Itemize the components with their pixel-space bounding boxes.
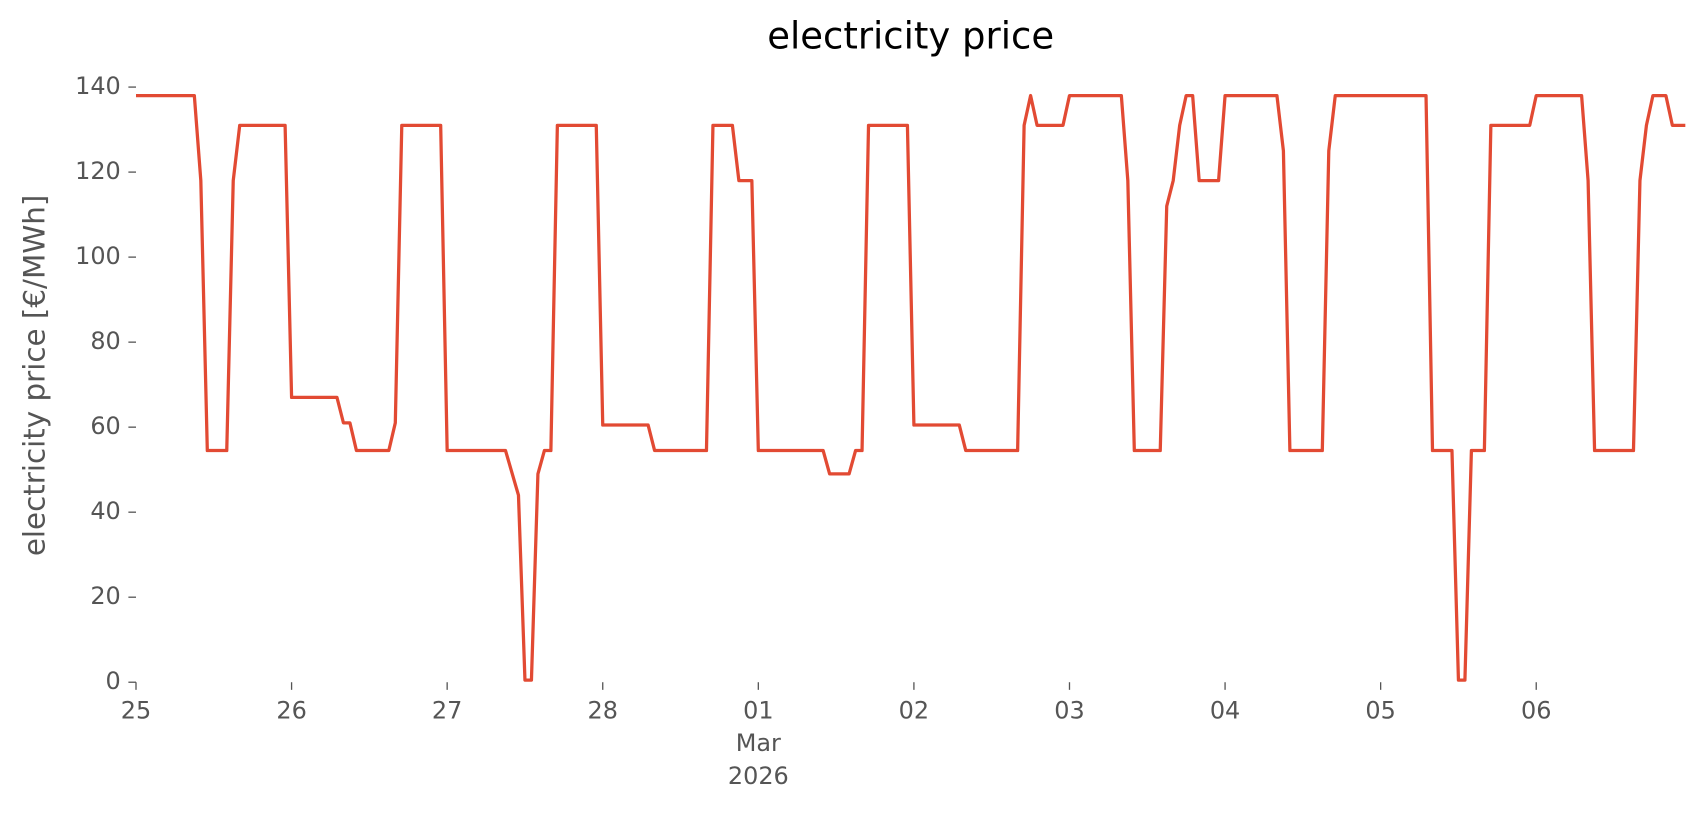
x-tick-label-line: 26 bbox=[276, 697, 306, 725]
y-tick-label: 0 bbox=[106, 667, 121, 695]
x-tick-label: 26 bbox=[276, 697, 306, 725]
y-tick-label: 140 bbox=[75, 72, 121, 100]
y-axis-label: electricity price [€/MWh] bbox=[17, 195, 51, 557]
x-tick-label-line: 04 bbox=[1210, 697, 1240, 725]
chart-title: electricity price bbox=[767, 15, 1054, 58]
y-tick-label: 100 bbox=[75, 242, 121, 270]
x-tick-label-line: 01 bbox=[743, 697, 773, 725]
x-tick-label: 01 Mar 2026 bbox=[728, 697, 789, 790]
y-tick-label: 60 bbox=[90, 412, 120, 440]
x-tick-label-line: 05 bbox=[1365, 697, 1395, 725]
x-tick-label-line: 03 bbox=[1054, 697, 1084, 725]
x-tick-label: 28 bbox=[588, 697, 618, 725]
x-tick-label: 02 bbox=[899, 697, 929, 725]
x-tick-label: 04 bbox=[1210, 697, 1240, 725]
x-tick-label: 03 bbox=[1054, 697, 1084, 725]
x-tick-label-line: Mar bbox=[736, 729, 781, 757]
x-tick-label-line: 02 bbox=[899, 697, 929, 725]
x-tick-label: 25 bbox=[121, 697, 151, 725]
x-tick-label: 05 bbox=[1365, 697, 1395, 725]
x-tick-label-line: 25 bbox=[121, 697, 151, 725]
x-tick-label-line: 2026 bbox=[728, 762, 789, 790]
x-tick-label: 27 bbox=[432, 697, 462, 725]
x-tick-label-line: 06 bbox=[1521, 697, 1551, 725]
x-tick-label: 06 bbox=[1521, 697, 1551, 725]
x-tick-label-line: 28 bbox=[588, 697, 618, 725]
y-tick-label: 40 bbox=[90, 497, 120, 525]
x-tick-label-line: 27 bbox=[432, 697, 462, 725]
y-tick-label: 80 bbox=[90, 327, 120, 355]
y-tick-label: 20 bbox=[90, 582, 120, 610]
line bbox=[136, 93, 1686, 682]
y-tick-label: 120 bbox=[75, 157, 121, 185]
